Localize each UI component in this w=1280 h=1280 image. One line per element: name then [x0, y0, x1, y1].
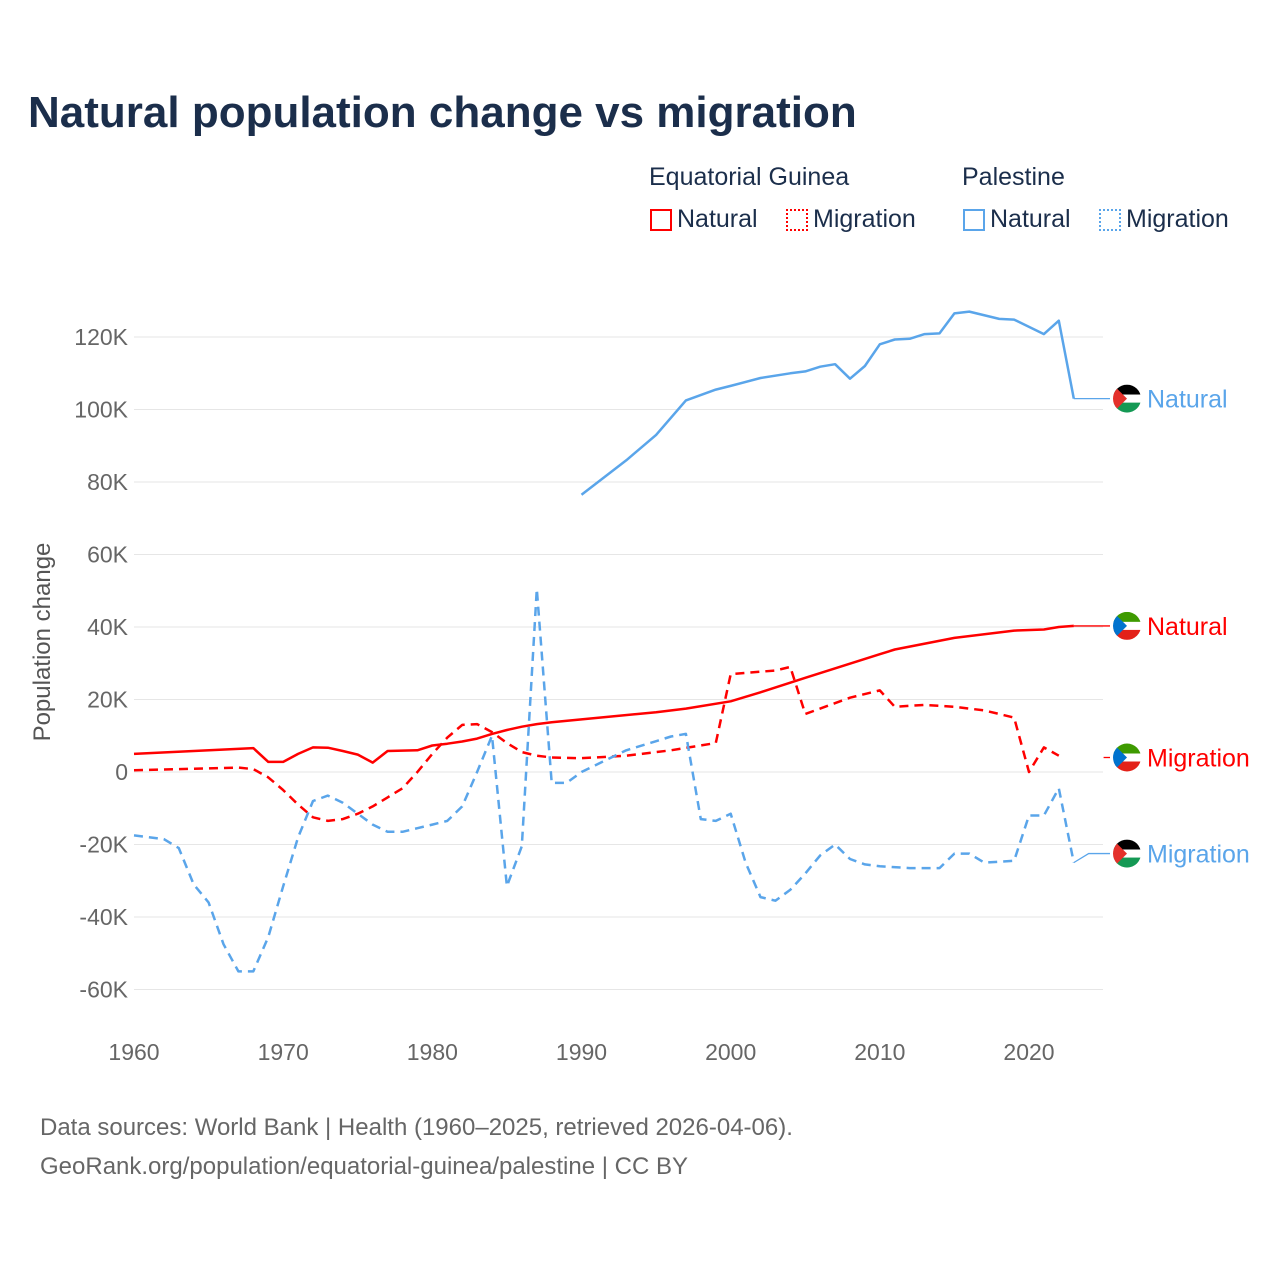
flag-icon-equatorial-guinea: [1113, 743, 1141, 772]
series-end-label: Natural: [1147, 613, 1228, 641]
flag-stripe: [1113, 857, 1141, 868]
flag-triangle: [1113, 611, 1127, 640]
flag-stripe: [1113, 743, 1141, 754]
y-tick-label: 60K: [87, 542, 129, 568]
x-tick-label: 1990: [556, 1039, 607, 1065]
series-extension: [1073, 852, 1110, 864]
flag-body: [1113, 611, 1141, 640]
series-end-label: Migration: [1147, 745, 1250, 773]
legend-item-ps-migration[interactable]: Migration: [1099, 205, 1229, 234]
legend-item-eg-natural[interactable]: Natural: [650, 205, 758, 234]
series-line-equatorial-guinea-migration: [133, 665, 1060, 823]
y-tick-label: 0: [115, 759, 128, 785]
legend-item-ps-natural[interactable]: Natural: [963, 205, 1071, 234]
legend-swatch-dotted: [786, 208, 808, 231]
chart-title: Natural population change vs migration: [28, 88, 857, 137]
series-end-label: Natural: [1147, 386, 1228, 414]
flag-icon-palestine: [1113, 384, 1141, 413]
y-tick-label: 120K: [74, 324, 128, 350]
legend-label: Migration: [1126, 205, 1229, 233]
legend-swatch-solid: [650, 208, 672, 231]
x-tick-label: 1970: [258, 1039, 309, 1065]
flag-body: [1113, 743, 1141, 772]
x-tick-label: 2000: [705, 1039, 756, 1065]
flag-icon-palestine: [1113, 839, 1141, 868]
y-axis-label: Population change: [29, 543, 56, 742]
series-line-equatorial-guinea-natural: [133, 624, 1074, 764]
flag-stripe: [1113, 611, 1141, 622]
series-line-palestine-migration: [133, 587, 1076, 973]
flag-icon-equatorial-guinea: [1113, 611, 1141, 640]
y-tick-label: 20K: [87, 687, 129, 713]
flag-triangle: [1113, 384, 1127, 413]
y-tick-label: -40K: [79, 904, 128, 930]
legend-item-eg-migration[interactable]: Migration: [786, 205, 916, 234]
y-tick-label: -20K: [79, 832, 128, 858]
y-tick-label: 80K: [87, 469, 129, 495]
x-tick-label: 2020: [1003, 1039, 1054, 1065]
series-line-palestine-natural: [580, 310, 1076, 496]
flag-triangle: [1113, 743, 1127, 772]
legend-swatch-solid: [963, 208, 985, 231]
flag-stripe: [1113, 402, 1141, 413]
legend-label: Migration: [813, 205, 916, 233]
footer: Data sources: World Bank | Health (1960–…: [40, 1108, 793, 1186]
flag-stripe: [1113, 384, 1141, 395]
legend-label: Natural: [990, 205, 1071, 233]
x-tick-label: 1980: [407, 1039, 458, 1065]
series-end-label: Migration: [1147, 841, 1250, 869]
y-tick-label: 100K: [74, 397, 128, 423]
x-tick-label: 2010: [854, 1039, 905, 1065]
y-tick-label: -60K: [79, 977, 128, 1003]
legend-group-palestine: Palestine: [962, 163, 1065, 191]
flag-triangle: [1113, 839, 1127, 868]
flag-stripe: [1113, 761, 1141, 772]
flag-stripe: [1113, 629, 1141, 640]
flag-body: [1113, 384, 1141, 413]
legend-swatch-dotted: [1099, 208, 1121, 231]
legend-label: Natural: [677, 205, 758, 233]
flag-stripe: [1113, 839, 1141, 850]
y-tick-label: 40K: [87, 614, 129, 640]
flag-body: [1113, 839, 1141, 868]
x-tick-label: 1960: [108, 1039, 159, 1065]
footer-url: GeoRank.org/population/equatorial-guinea…: [40, 1153, 688, 1180]
footer-sources: Data sources: World Bank | Health (1960–…: [40, 1114, 793, 1141]
legend-group-equatorial-guinea: Equatorial Guinea: [649, 163, 850, 191]
